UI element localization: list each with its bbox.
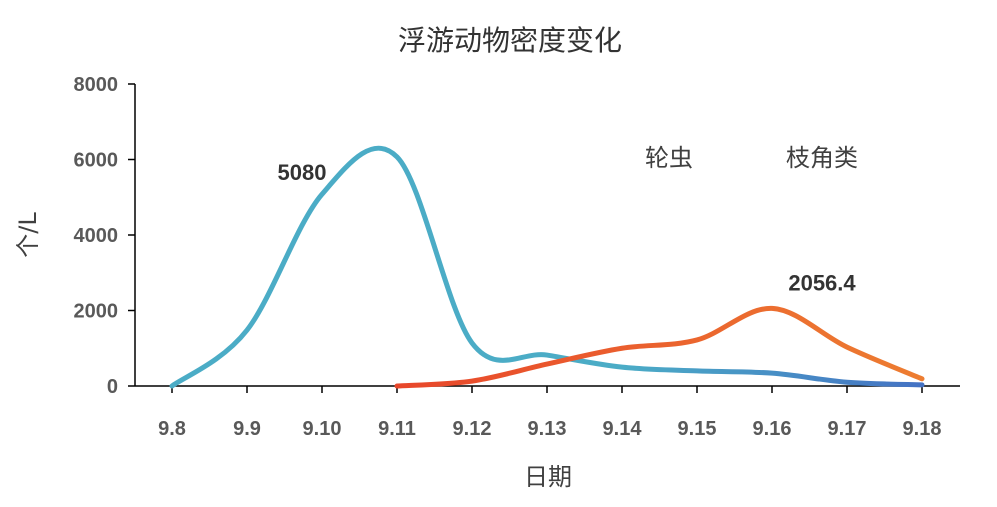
y-tick-label: 2000: [74, 301, 119, 323]
y-tick-label: 0: [107, 376, 118, 398]
x-tick-label: 9.15: [678, 418, 717, 440]
series-line-0: [169, 145, 925, 389]
x-tick-label: 9.12: [453, 418, 492, 440]
x-axis-label: 日期: [524, 463, 572, 491]
x-tick-label: 9.17: [828, 418, 867, 440]
y-tick-label: 4000: [74, 225, 119, 247]
y-tick-label: 8000: [74, 74, 119, 96]
legend-label-rotifer: 轮虫: [645, 144, 693, 172]
x-tick-label: 9.13: [528, 418, 567, 440]
x-tick-label: 9.18: [903, 418, 942, 440]
x-tick-label: 9.8: [158, 418, 186, 440]
chart-title: 浮游动物密度变化: [398, 24, 622, 57]
x-tick-label: 9.10: [303, 418, 342, 440]
legend: 轮虫 枝角类: [580, 144, 858, 172]
x-tick-label: 9.9: [233, 418, 261, 440]
x-tick-label: 9.16: [753, 418, 792, 440]
y-axis-label: 个/L: [14, 212, 42, 258]
series-line-1: [394, 305, 925, 389]
x-tick-label: 9.14: [603, 418, 643, 440]
data-label: 2056.4: [788, 270, 856, 295]
legend-label-cladocera: 枝角类: [786, 144, 858, 172]
x-tick-label: 9.11: [378, 418, 416, 440]
data-label: 5080: [278, 160, 327, 185]
y-tick-label: 6000: [74, 150, 119, 172]
